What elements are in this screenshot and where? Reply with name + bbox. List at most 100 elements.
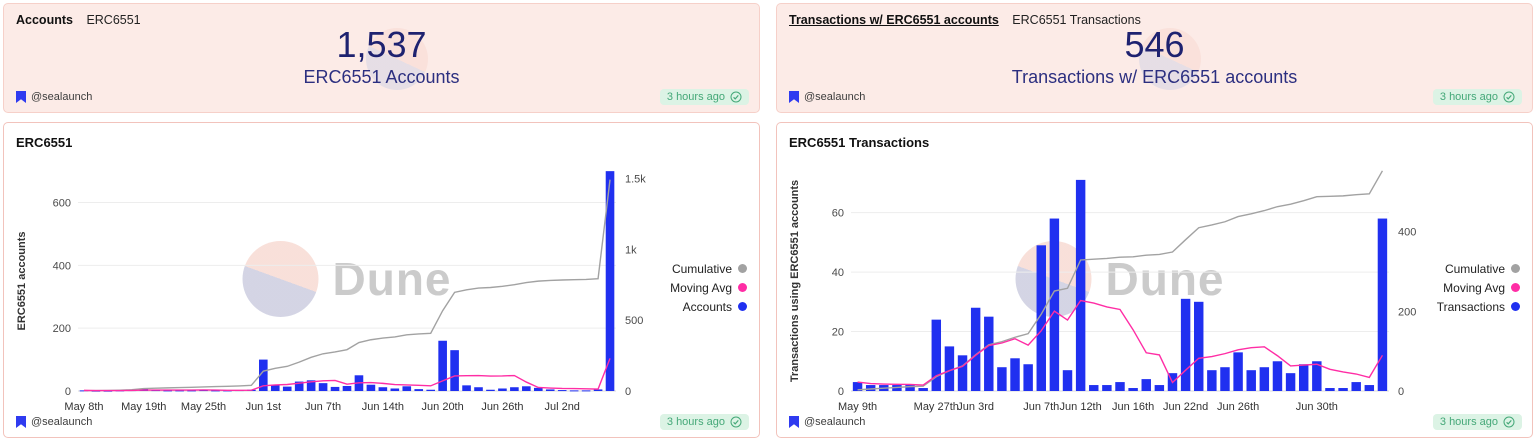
counter-label: Transactions w/ ERC6551 accounts [1011, 66, 1298, 87]
svg-text:May 25th: May 25th [181, 401, 226, 413]
author-link[interactable]: @sealaunch [789, 91, 865, 103]
svg-text:0: 0 [838, 386, 844, 398]
counter-card-accounts: Accounts ERC6551 1,537 ERC6551 Accounts … [3, 3, 760, 113]
legend-label: Transactions [1436, 299, 1505, 314]
chart-legend: Cumulative Moving Avg Accounts [670, 259, 747, 316]
dune-logo-watermark [1138, 28, 1201, 90]
accounts-chart-canvas[interactable]: 0 200 400 600 0 500 1k 1.5k May 8th May 19th May 2… [38, 163, 688, 417]
bookmark-icon [16, 416, 26, 428]
svg-text:Jun 30th: Jun 30th [1296, 401, 1338, 413]
legend-dot-gray [738, 264, 747, 273]
bookmark-icon [789, 91, 799, 103]
refresh-time: 3 hours ago [1439, 416, 1498, 428]
legend-dot-blue [1511, 302, 1520, 311]
counter-value: 1,537 [336, 24, 427, 65]
svg-text:Jun 3rd: Jun 3rd [957, 401, 994, 413]
svg-text:0: 0 [625, 386, 631, 398]
svg-text:500: 500 [625, 315, 643, 327]
bookmark-icon [16, 91, 26, 103]
author-link[interactable]: @sealaunch [16, 416, 92, 428]
svg-text:Jun 1st: Jun 1st [246, 401, 281, 413]
svg-text:Jun 20th: Jun 20th [422, 401, 464, 413]
legend-item-moving-avg[interactable]: Moving Avg [670, 278, 747, 297]
refresh-badge[interactable]: 3 hours ago [659, 414, 749, 430]
refresh-time: 3 hours ago [666, 416, 725, 428]
author-handle: @sealaunch [31, 91, 93, 103]
svg-text:1.5k: 1.5k [625, 174, 646, 186]
svg-text:40: 40 [832, 267, 844, 279]
svg-text:Jun 12th: Jun 12th [1060, 401, 1102, 413]
svg-text:0: 0 [1398, 386, 1404, 398]
svg-text:May 27th: May 27th [914, 401, 959, 413]
bookmark-icon [789, 416, 799, 428]
author-link[interactable]: @sealaunch [16, 91, 92, 103]
refresh-time: 3 hours ago [666, 91, 725, 103]
counter-header: Transactions w/ ERC6551 accounts ERC6551… [789, 13, 1141, 27]
svg-text:1k: 1k [625, 244, 637, 256]
widget-subtitle: ERC6551 [86, 13, 141, 27]
counter-value: 546 [1124, 24, 1185, 65]
svg-text:200: 200 [53, 323, 71, 335]
svg-text:600: 600 [53, 198, 71, 210]
legend-label: Cumulative [1444, 261, 1505, 276]
card-footer: @sealaunch 3 hours ago [789, 89, 1522, 105]
svg-text:400: 400 [1398, 227, 1416, 239]
counter-label: ERC6551 Accounts [303, 66, 460, 87]
query-title-link[interactable]: Transactions w/ ERC6551 accounts [789, 13, 999, 27]
chart-title[interactable]: ERC6551 Transactions [789, 135, 930, 150]
author-handle: @sealaunch [804, 91, 866, 103]
refresh-time: 3 hours ago [1439, 91, 1498, 103]
svg-text:20: 20 [832, 327, 844, 339]
counter-header: Accounts ERC6551 [16, 13, 141, 27]
chart-card-accounts: ERC6551 ERC6551 accounts Dune 0 200 400 600… [3, 122, 760, 438]
svg-text:Jun 16th: Jun 16th [1112, 401, 1154, 413]
check-circle-icon [1503, 91, 1515, 103]
counter-body: 546 Transactions w/ ERC6551 accounts [777, 24, 1532, 90]
svg-text:Jun 22nd: Jun 22nd [1163, 401, 1208, 413]
refresh-badge[interactable]: 3 hours ago [1432, 89, 1522, 105]
legend-label: Moving Avg [1443, 280, 1505, 295]
legend-item-cumulative[interactable]: Cumulative [670, 259, 747, 278]
card-footer: @sealaunch 3 hours ago [789, 414, 1522, 430]
legend-label: Cumulative [671, 261, 732, 276]
svg-text:Jun 26th: Jun 26th [481, 401, 523, 413]
query-title-link[interactable]: Accounts [16, 13, 73, 27]
svg-text:60: 60 [832, 208, 844, 220]
svg-text:Jun 7th: Jun 7th [305, 401, 341, 413]
card-footer: @sealaunch 3 hours ago [16, 89, 749, 105]
legend-dot-gray [1511, 264, 1520, 273]
card-footer: @sealaunch 3 hours ago [16, 414, 749, 430]
svg-text:May 9th: May 9th [838, 401, 877, 413]
chart-legend: Cumulative Moving Avg Transactions [1437, 259, 1520, 316]
counter-card-transactions: Transactions w/ ERC6551 accounts ERC6551… [776, 3, 1533, 113]
author-link[interactable]: @sealaunch [789, 416, 865, 428]
widget-subtitle: ERC6551 Transactions [1012, 13, 1141, 27]
check-circle-icon [730, 416, 742, 428]
legend-item-transactions[interactable]: Transactions [1437, 297, 1520, 316]
legend-label: Moving Avg [670, 280, 732, 295]
svg-text:May 19th: May 19th [121, 401, 166, 413]
chart-card-transactions: ERC6551 Transactions Transactions using … [776, 122, 1533, 438]
legend-dot-pink [1511, 283, 1520, 292]
svg-text:May 8th: May 8th [64, 401, 103, 413]
refresh-badge[interactable]: 3 hours ago [659, 89, 749, 105]
svg-text:Jun 14th: Jun 14th [362, 401, 404, 413]
legend-item-cumulative[interactable]: Cumulative [1437, 259, 1520, 278]
legend-item-accounts[interactable]: Accounts [670, 297, 747, 316]
svg-text:Jun 7th: Jun 7th [1023, 401, 1059, 413]
y-axis-label: Transactions using ERC6551 accounts [789, 179, 801, 383]
y-axis-label: ERC6551 accounts [16, 231, 28, 331]
refresh-badge[interactable]: 3 hours ago [1432, 414, 1522, 430]
svg-text:Jun 26th: Jun 26th [1217, 401, 1259, 413]
legend-item-moving-avg[interactable]: Moving Avg [1437, 278, 1520, 297]
svg-text:0: 0 [65, 386, 71, 398]
counter-body: 1,537 ERC6551 Accounts [4, 24, 759, 90]
check-circle-icon [730, 91, 742, 103]
svg-text:Jul 2nd: Jul 2nd [544, 401, 579, 413]
chart-title[interactable]: ERC6551 [16, 135, 73, 150]
check-circle-icon [1503, 416, 1515, 428]
author-handle: @sealaunch [804, 416, 866, 428]
legend-dot-blue [738, 302, 747, 311]
